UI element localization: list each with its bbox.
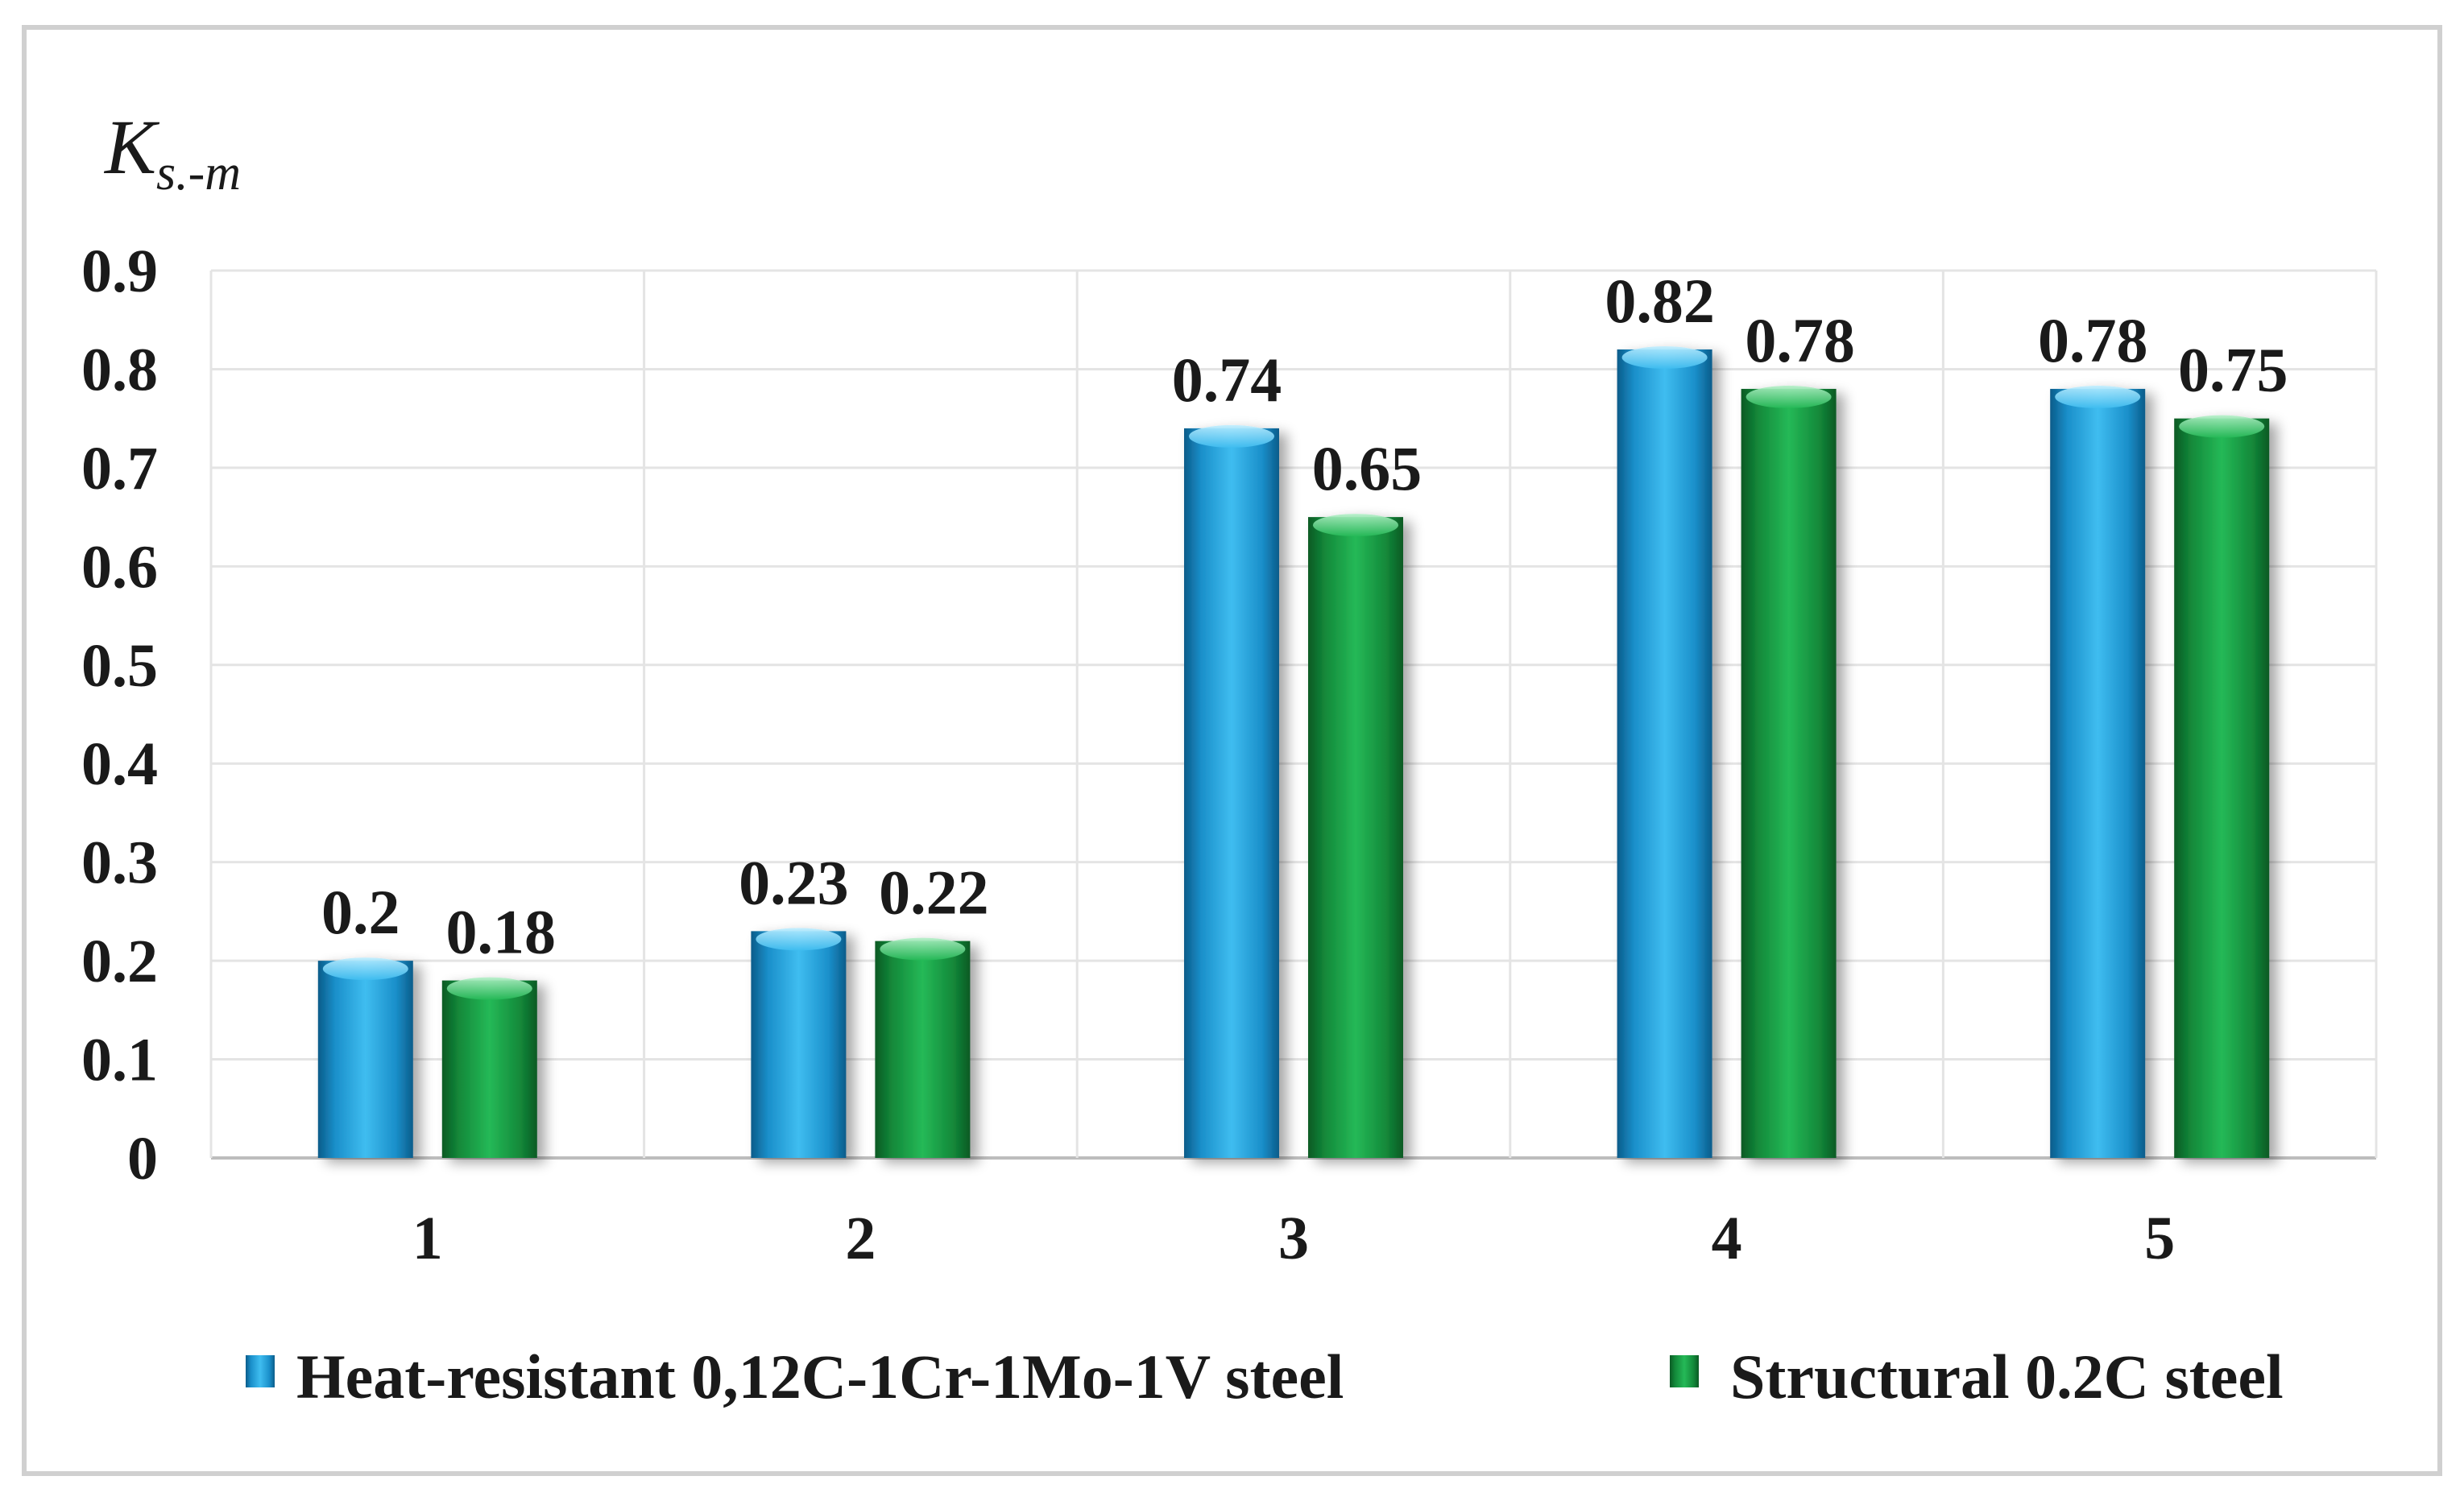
bar-series-2-cat-5 [2174,415,2270,1158]
bar-series-2-cat-4 [1741,385,1837,1158]
bars [317,345,2270,1158]
bar-series-2-cat-2 [875,937,971,1158]
y-tick-label: 0.8 [81,336,158,403]
bar-series-2-cat-1 [441,977,537,1158]
y-tick-label: 0.6 [81,533,158,601]
data-labels: 0.2 0.18 0.23 0.22 0.74 0.65 0.82 0.78 0.78 0.75 [321,266,2288,967]
data-label-series-2-cat-2: 0.22 [879,858,989,928]
x-tick-label-1: 1 [412,1205,443,1272]
y-tick-label: 0.5 [81,632,158,700]
data-label-series-1-cat-5: 0.78 [2038,305,2148,375]
data-label-series-1-cat-1: 0.2 [321,877,400,947]
y-tick-label: 0 [127,1125,158,1193]
x-tick-labels: 1 2 3 4 5 [412,1205,2175,1272]
legend-label-series-2: Structural 0.2C steel [1730,1342,2284,1412]
y-tick-label: 0.3 [81,829,158,897]
x-tick-label-2: 2 [845,1205,876,1272]
data-label-series-1-cat-2: 0.23 [739,847,849,917]
y-tick-label: 0.7 [81,435,158,502]
bar-series-1-cat-4 [1617,345,1712,1158]
data-label-series-2-cat-5: 0.75 [2178,335,2288,405]
data-label-series-2-cat-3: 0.65 [1312,433,1422,503]
legend-swatch-series-2 [1670,1355,1699,1387]
bar-series-2-cat-3 [1308,514,1403,1158]
legend-swatch-series-1 [246,1355,275,1387]
data-label-series-2-cat-4: 0.78 [1745,305,1855,375]
data-label-series-2-cat-1: 0.18 [446,897,557,967]
bar-series-1-cat-3 [1184,424,1279,1158]
x-tick-label-5: 5 [2144,1205,2175,1272]
y-tick-label: 0.1 [81,1027,158,1094]
grid-lines [209,269,2378,1160]
y-axis-title-subscript: s.-m [156,146,241,201]
y-axis-title-main: K [103,104,160,190]
y-tick-label: 0.9 [81,238,158,305]
legend: Heat-resistant 0,12C-1Cr-1Mo-1V steel St… [246,1342,2284,1412]
bar-series-1-cat-5 [2050,385,2146,1158]
data-label-series-1-cat-4: 0.82 [1605,266,1715,336]
y-tick-label: 0.4 [81,730,158,798]
y-tick-labels: 0 0.1 0.2 0.3 0.4 0.5 0.6 0.7 0.8 0.9 [81,238,158,1193]
bar-series-1-cat-2 [751,928,847,1158]
bar-series-1-cat-1 [317,957,413,1158]
y-tick-label: 0.2 [81,928,158,995]
y-axis-title: Ks.-m [103,104,241,201]
data-label-series-1-cat-3: 0.74 [1172,345,1282,415]
x-tick-label-3: 3 [1278,1205,1309,1272]
legend-label-series-1: Heat-resistant 0,12C-1Cr-1Mo-1V steel [296,1342,1344,1412]
x-tick-label-4: 4 [1712,1205,1742,1272]
